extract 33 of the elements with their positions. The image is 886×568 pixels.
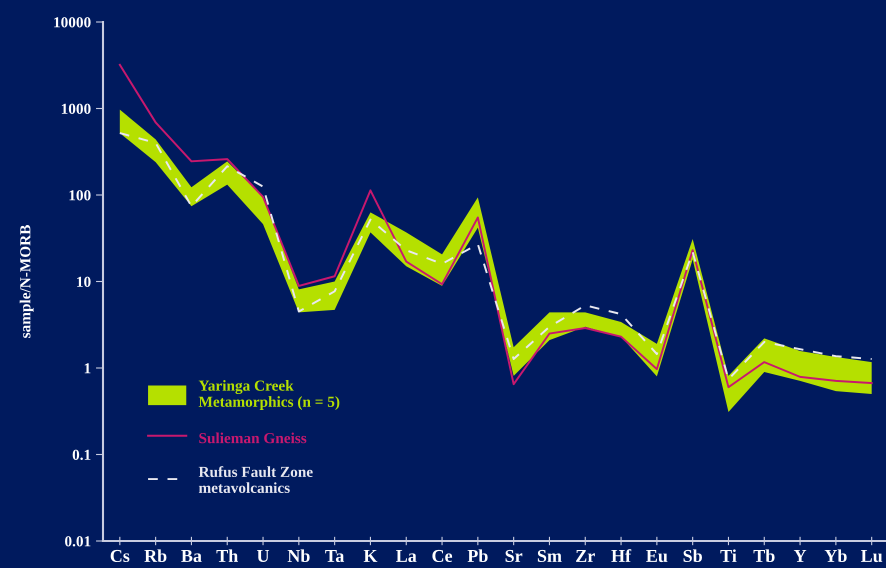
x-tick-label: Rb — [144, 549, 166, 562]
x-tick-label: Hf — [611, 549, 632, 562]
x-tick-label: Ce — [432, 550, 452, 562]
y-tick-label: 1000 — [62, 104, 91, 114]
y-tick-label: 1 — [84, 363, 90, 374]
legend-label: Sulieman Gneiss — [199, 432, 306, 444]
y-tick-label: 10 — [77, 276, 91, 287]
x-tick-label: Eu — [646, 550, 668, 562]
y-tick-label: 0.1 — [72, 450, 90, 460]
x-tick-label: Cs — [110, 550, 130, 562]
y-tick-label: 0.01 — [65, 536, 90, 547]
x-tick-label: U — [256, 550, 270, 562]
legend-label: Yaringa Creek Metamorphics (n = 5) — [198, 380, 340, 410]
x-tick-label: Y — [794, 550, 806, 562]
x-tick-label: Yb — [824, 549, 847, 562]
x-tick-label: La — [396, 550, 417, 562]
x-tick-label: Nb — [288, 549, 310, 562]
legend-label: Rufus Fault Zone metavolcanics — [198, 466, 313, 494]
x-tick-label: Sr — [506, 550, 522, 562]
x-tick-label: Sb — [684, 549, 702, 562]
x-tick-label: Lu — [860, 550, 882, 562]
x-tick-label: K — [364, 550, 378, 562]
x-tick-label: Ta — [325, 550, 344, 562]
x-tick-label: Sm — [538, 550, 562, 562]
x-tick-label: Tb — [754, 549, 775, 562]
x-tick-label: Ti — [720, 549, 737, 562]
x-tick-label: Th — [216, 549, 238, 562]
y-tick-label: 10000 — [54, 17, 91, 28]
y-tick-label: 100 — [70, 190, 91, 200]
x-tick-label: Pb — [468, 549, 488, 562]
y-axis-title: sample/N-MORB — [20, 225, 34, 338]
x-tick-label: Zr — [576, 550, 595, 562]
x-tick-label: Ba — [181, 550, 202, 562]
